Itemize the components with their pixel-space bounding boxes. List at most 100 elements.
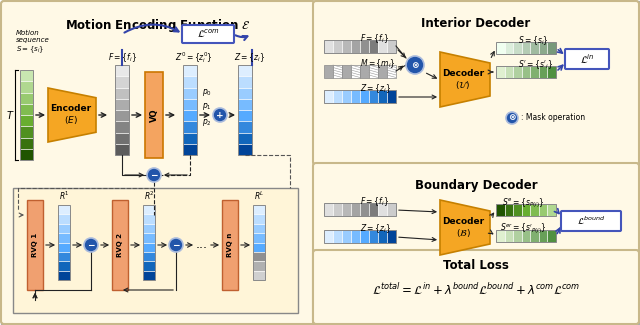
Bar <box>58 261 70 271</box>
Text: $Z = \{z_i\}$: $Z = \{z_i\}$ <box>234 52 266 64</box>
Bar <box>539 204 547 216</box>
Bar <box>253 261 265 271</box>
Bar <box>183 76 197 87</box>
FancyBboxPatch shape <box>313 1 639 165</box>
Polygon shape <box>440 52 490 107</box>
Bar <box>58 224 70 233</box>
Bar <box>143 261 155 271</box>
Bar <box>342 90 351 103</box>
Text: Motion Encoding Function $\mathcal{E}$: Motion Encoding Function $\mathcal{E}$ <box>65 17 251 34</box>
Bar <box>238 65 252 155</box>
Bar <box>115 99 129 110</box>
Bar <box>496 230 556 242</box>
Bar <box>58 252 70 261</box>
Bar <box>513 42 522 54</box>
Bar <box>143 271 155 280</box>
Text: VQ: VQ <box>150 108 159 122</box>
Text: +: + <box>216 111 224 120</box>
Bar <box>253 271 265 280</box>
Bar <box>27 200 43 290</box>
Text: Total Loss: Total Loss <box>443 259 509 272</box>
Bar <box>58 214 70 224</box>
Text: $Z = \{z_i\}$: $Z = \{z_i\}$ <box>360 222 391 235</box>
Bar <box>145 72 163 158</box>
Text: $T$: $T$ <box>6 109 14 121</box>
Bar <box>496 66 556 78</box>
Bar <box>378 65 387 78</box>
Bar <box>547 204 556 216</box>
Bar <box>522 230 531 242</box>
Circle shape <box>147 168 161 182</box>
Text: $R^2$: $R^2$ <box>143 190 154 202</box>
Bar <box>183 121 197 133</box>
Bar <box>143 205 155 280</box>
Bar <box>496 66 504 78</box>
Text: Boundary Decoder: Boundary Decoder <box>415 179 538 192</box>
Bar <box>504 204 513 216</box>
Bar <box>183 144 197 155</box>
Bar <box>253 233 265 242</box>
Text: $R^L$: $R^L$ <box>253 190 264 202</box>
Bar <box>342 65 351 78</box>
Text: $\mathcal{L}^{com}$: $\mathcal{L}^{com}$ <box>196 28 220 40</box>
Text: $p_2$: $p_2$ <box>202 116 212 127</box>
Text: −: − <box>150 171 157 179</box>
Bar <box>351 90 360 103</box>
Bar <box>333 40 342 53</box>
Bar <box>351 65 360 78</box>
Text: $R^1$: $R^1$ <box>59 190 69 202</box>
Bar <box>496 42 556 54</box>
Bar <box>324 90 333 103</box>
Text: : Mask operation: : Mask operation <box>521 113 585 123</box>
Text: RVQ 1: RVQ 1 <box>32 233 38 257</box>
FancyBboxPatch shape <box>313 163 639 324</box>
Bar <box>324 203 333 216</box>
Bar <box>115 76 129 87</box>
Bar <box>351 203 360 216</box>
Text: $S = \{s_i\}$: $S = \{s_i\}$ <box>518 34 548 47</box>
Bar <box>378 230 387 243</box>
Bar <box>369 40 378 53</box>
Bar <box>387 230 396 243</box>
Bar <box>222 200 238 290</box>
Text: RVQ n: RVQ n <box>227 233 233 257</box>
Bar <box>58 233 70 242</box>
Bar <box>539 66 547 78</box>
Bar <box>58 205 70 214</box>
Bar <box>369 65 378 78</box>
Bar <box>238 65 252 76</box>
Text: RVQ 2: RVQ 2 <box>117 233 123 257</box>
Text: −: − <box>87 240 95 250</box>
Bar <box>183 110 197 121</box>
Circle shape <box>169 238 183 252</box>
Bar <box>387 40 396 53</box>
Circle shape <box>84 238 98 252</box>
Bar <box>143 233 155 242</box>
Bar <box>387 90 396 103</box>
Bar <box>20 104 33 115</box>
Bar <box>20 149 33 160</box>
Bar <box>115 87 129 99</box>
Text: $Z = \{z_i\}$: $Z = \{z_i\}$ <box>360 82 391 95</box>
Bar <box>238 87 252 99</box>
Bar <box>333 90 342 103</box>
Text: ⊗: ⊗ <box>412 60 419 70</box>
FancyBboxPatch shape <box>561 211 621 231</box>
Bar <box>324 203 396 216</box>
Circle shape <box>213 108 227 122</box>
Text: $S' = \{s'_i\}$: $S' = \{s'_i\}$ <box>518 58 553 71</box>
Bar <box>360 65 369 78</box>
Bar <box>387 65 396 78</box>
Bar <box>238 121 252 133</box>
Bar <box>522 42 531 54</box>
Bar <box>513 204 522 216</box>
Bar <box>253 224 265 233</box>
Bar <box>58 242 70 252</box>
Bar <box>378 90 387 103</box>
Bar <box>115 65 129 155</box>
Bar <box>333 65 342 78</box>
Text: ⊗: ⊗ <box>508 113 516 123</box>
Bar <box>238 76 252 87</box>
Bar <box>360 203 369 216</box>
Bar <box>115 144 129 155</box>
